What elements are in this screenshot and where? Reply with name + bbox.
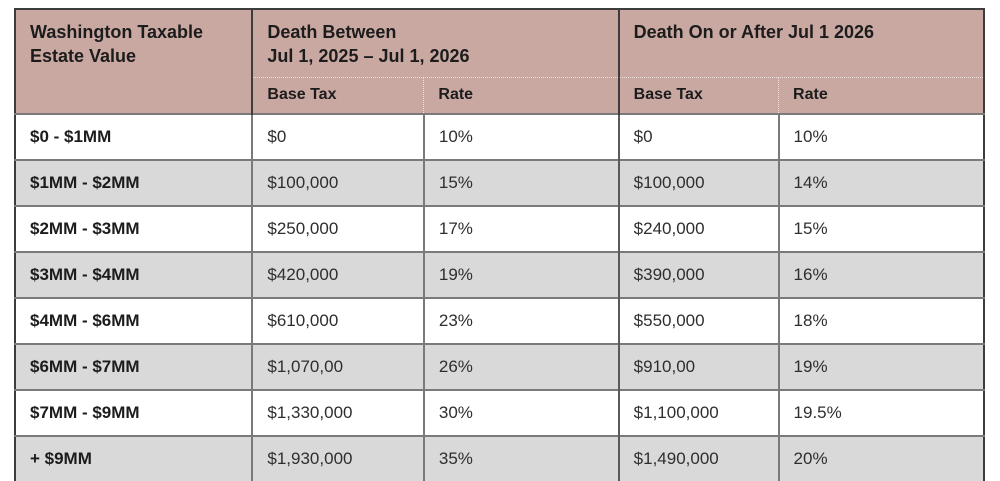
period2-rate-cell: 16%: [777, 251, 984, 299]
period2-rate-cell: 15%: [777, 205, 984, 253]
estate-range-cell: $1MM - $2MM: [15, 159, 253, 207]
period2-group-header: Death On or After Jul 1 2026: [617, 9, 984, 78]
period2-rate-cell: 10%: [777, 113, 984, 161]
period1-base-tax-cell: $610,000: [251, 297, 424, 345]
period2-base-tax-cell: $1,490,000: [617, 435, 779, 481]
period1-base-tax-cell: $250,000: [251, 205, 424, 253]
table-row: + $9MM $1,930,000 35% $1,490,000 20%: [15, 435, 984, 481]
period1-rate-cell: 15%: [422, 159, 619, 207]
header-group-row: Washington Taxable Estate Value Death Be…: [15, 9, 984, 115]
period1-rate-cell: 17%: [422, 205, 619, 253]
table-row: $6MM - $7MM $1,070,00 26% $910,00 19%: [15, 343, 984, 391]
period1-base-tax-cell: $100,000: [251, 159, 424, 207]
period2-base-tax-cell: $910,00: [617, 343, 779, 391]
period1-rate-cell: 10%: [422, 113, 619, 161]
period1-base-tax-cell: $1,070,00: [251, 343, 424, 391]
period2-base-tax-cell: $100,000: [617, 159, 779, 207]
period2-base-tax-cell: $1,100,000: [617, 389, 779, 437]
period1-base-tax-cell: $1,930,000: [251, 435, 424, 481]
period1-base-tax-cell: $0: [251, 113, 424, 161]
estate-range-cell: $0 - $1MM: [15, 113, 253, 161]
period2-rate-cell: 19%: [777, 343, 984, 391]
period1-rate-cell: 26%: [422, 343, 619, 391]
period1-rate-cell: 19%: [422, 251, 619, 299]
period1-rate-cell: 30%: [422, 389, 619, 437]
table-row: $2MM - $3MM $250,000 17% $240,000 15%: [15, 205, 984, 253]
period1-rate-cell: 35%: [422, 435, 619, 481]
period2-base-tax-cell: $390,000: [617, 251, 779, 299]
period2-rate-header: Rate: [778, 77, 984, 115]
period1-group-header: Death Between Jul 1, 2025 – Jul 1, 2026: [252, 9, 619, 78]
table-row: $4MM - $6MM $610,000 23% $550,000 18%: [15, 297, 984, 345]
period2-rate-cell: 20%: [777, 435, 984, 481]
table-body: $0 - $1MM $0 10% $0 10% $1MM - $2MM $100…: [15, 113, 984, 481]
estate-range-cell: $3MM - $4MM: [15, 251, 253, 299]
table-row: $3MM - $4MM $420,000 19% $390,000 16%: [15, 251, 984, 299]
period2-base-tax-header: Base Tax: [617, 77, 779, 115]
period1-rate-cell: 23%: [422, 297, 619, 345]
period1-base-tax-header: Base Tax: [252, 77, 424, 115]
period2-rate-cell: 19.5%: [777, 389, 984, 437]
estate-range-cell: $4MM - $6MM: [15, 297, 253, 345]
period2-rate-cell: 14%: [777, 159, 984, 207]
header-sub-row: Base Tax Rate Base Tax Rate: [15, 77, 984, 115]
period2-base-tax-cell: $550,000: [617, 297, 779, 345]
period2-base-tax-cell: $0: [617, 113, 779, 161]
table-header: Washington Taxable Estate Value Death Be…: [15, 9, 984, 115]
period1-rate-header: Rate: [423, 77, 619, 115]
estate-tax-table: Washington Taxable Estate Value Death Be…: [14, 8, 985, 481]
estate-value-column-header: Washington Taxable Estate Value: [15, 9, 254, 115]
table-row: $0 - $1MM $0 10% $0 10%: [15, 113, 984, 161]
estate-range-cell: $7MM - $9MM: [15, 389, 253, 437]
estate-range-cell: + $9MM: [15, 435, 253, 481]
table-row: $7MM - $9MM $1,330,000 30% $1,100,000 19…: [15, 389, 984, 437]
period1-base-tax-cell: $420,000: [251, 251, 424, 299]
period2-base-tax-cell: $240,000: [617, 205, 779, 253]
estate-range-cell: $2MM - $3MM: [15, 205, 253, 253]
period2-rate-cell: 18%: [777, 297, 984, 345]
table-row: $1MM - $2MM $100,000 15% $100,000 14%: [15, 159, 984, 207]
period1-base-tax-cell: $1,330,000: [251, 389, 424, 437]
estate-range-cell: $6MM - $7MM: [15, 343, 253, 391]
